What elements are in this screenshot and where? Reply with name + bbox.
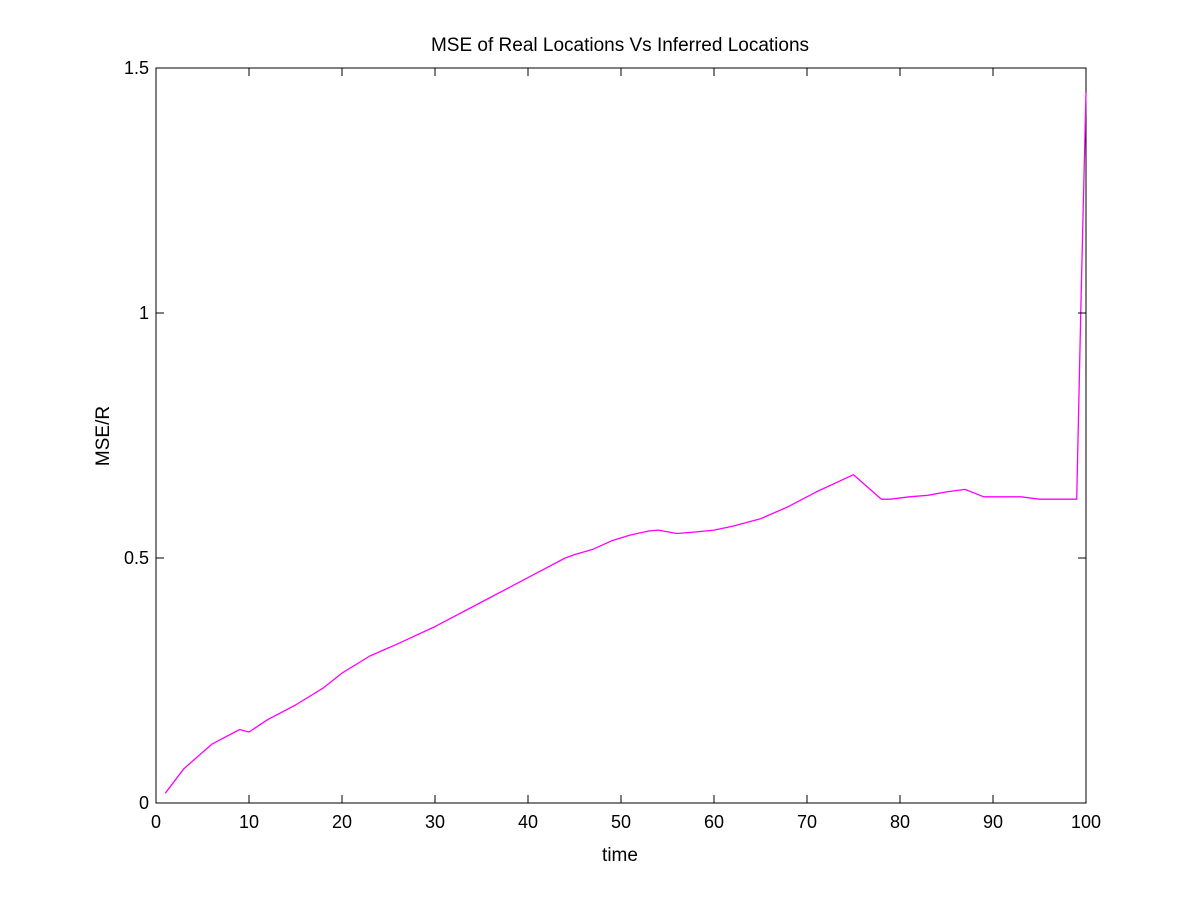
plot-frame — [155, 67, 1087, 804]
x-tick-label: 70 — [797, 812, 817, 832]
x-axis-label: time — [602, 845, 638, 866]
x-tick-label: 50 — [611, 812, 631, 832]
series-line — [164, 92, 1087, 794]
x-tick-label: 20 — [332, 812, 352, 832]
x-tick-label: 80 — [890, 812, 910, 832]
x-tick-label: 0 — [151, 812, 161, 832]
y-tick-label: 0 — [139, 793, 149, 813]
x-axis-ticks: 0 10 20 30 40 50 60 70 80 90 100 — [151, 68, 1101, 832]
y-axis-label: MSE/R — [93, 406, 114, 466]
y-tick-label: 1 — [139, 303, 149, 323]
x-tick-label: 10 — [239, 812, 259, 832]
y-axis-ticks: 0 0.5 1 1.5 — [124, 58, 1086, 813]
data-layer — [164, 92, 1087, 794]
x-tick-label: 60 — [704, 812, 724, 832]
x-tick-label: 30 — [425, 812, 445, 832]
plot-border — [155, 67, 1087, 804]
y-tick-label: 0.5 — [124, 548, 149, 568]
x-tick-label: 40 — [518, 812, 538, 832]
chart-title: MSE of Real Locations Vs Inferred Locati… — [431, 35, 809, 56]
y-tick-label: 1.5 — [124, 58, 149, 78]
x-tick-label: 90 — [983, 812, 1003, 832]
x-tick-label: 100 — [1071, 812, 1101, 832]
